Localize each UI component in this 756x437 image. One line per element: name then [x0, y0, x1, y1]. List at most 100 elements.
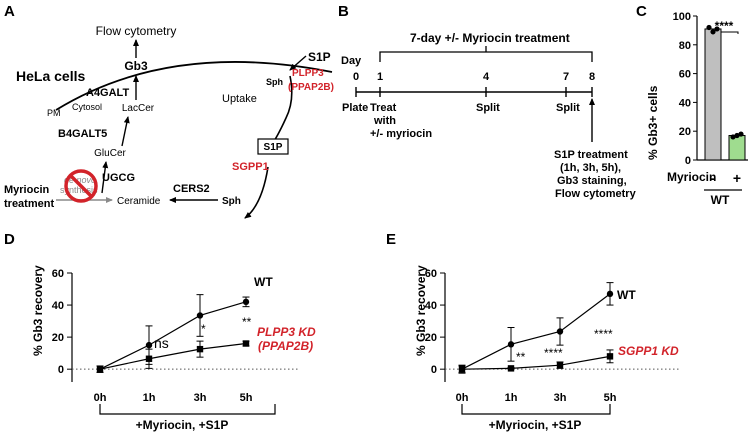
note-line-3: Gb3 staining, — [557, 175, 627, 187]
prohibited-icon — [64, 169, 98, 203]
d-xbracket — [99, 404, 276, 415]
treat-label-3: +/- myriocin — [370, 128, 432, 140]
d-series-kd-label: PLPP3 KD — [257, 325, 316, 339]
c-category-label: - — [711, 170, 716, 186]
data-point-square — [196, 345, 204, 353]
split-label-1: Split — [476, 102, 500, 114]
panel-a-diagram: Flow cytometry HeLa cells Gb3 A4GALT Lac… — [4, 24, 334, 219]
e-annotation-3: **** — [594, 327, 613, 341]
ugcg-label: UGCG — [102, 172, 135, 184]
c-ytick-label: 20 — [679, 126, 691, 138]
data-point-circle — [556, 328, 564, 335]
panel-label-d: D — [4, 231, 15, 248]
xtick-label: 1h — [505, 392, 518, 404]
xtick-label: 5h — [604, 392, 617, 404]
series-line — [99, 301, 247, 370]
series-line — [461, 355, 611, 370]
e-xbracket — [461, 404, 611, 415]
data-point-circle — [507, 341, 515, 348]
s1p-box-label: S1P — [264, 142, 283, 153]
sph-bottom-label: Sph — [222, 196, 241, 207]
arrow-ceramide-glucer — [101, 161, 109, 194]
data-point-square — [145, 355, 153, 362]
data-point-circle — [196, 312, 204, 319]
data-point-circle — [606, 290, 614, 298]
xtick-label: 0h — [94, 392, 107, 404]
series-line — [99, 342, 247, 370]
ytick-label: 60 — [52, 268, 64, 280]
split-label-2: Split — [556, 102, 580, 114]
e-annotation-1: ** — [516, 350, 526, 364]
e-series-wt-label: WT — [617, 288, 636, 302]
note-line-2: (1h, 3h, 5h), — [560, 162, 621, 174]
panel-d-line-chart: % Gb3 recovery +Myriocin, +S1P WT PLPP3 … — [31, 265, 316, 432]
c-point — [710, 29, 716, 35]
c-point — [738, 131, 744, 137]
ytick-label: 20 — [52, 332, 64, 344]
c-ylabel: % Gb3+ cells — [646, 85, 660, 160]
c-ytick-label: 100 — [673, 11, 691, 23]
treatment-bracket — [379, 51, 593, 62]
arrow-s1p-sph — [289, 55, 307, 71]
sgpp1-label: SGPP1 — [232, 161, 269, 173]
ceramide-label: Ceramide — [117, 196, 161, 207]
timeline-tick-label: 4 — [483, 71, 490, 83]
d-annotation-ns: ns — [154, 335, 169, 351]
timeline-title: 7-day +/- Myriocin treatment — [410, 31, 570, 45]
note-line-4: Flow cytometry — [555, 188, 637, 200]
laccer-label: LacCer — [122, 103, 155, 114]
d-annotation-star: * — [201, 322, 206, 336]
data-point-circle — [145, 341, 153, 349]
c-point — [734, 132, 740, 139]
data-point-square — [606, 353, 614, 360]
panel-label-a: A — [4, 3, 15, 20]
xtick-label: 0h — [456, 392, 469, 404]
e-xlabel: +Myriocin, +S1P — [489, 418, 582, 432]
ytick-label: 20 — [425, 332, 437, 344]
c-group-label: WT — [711, 193, 730, 207]
myriocin-label: Myriocin — [4, 184, 50, 196]
xtick-label: 3h — [554, 392, 567, 404]
panel-label-b: B — [338, 3, 349, 20]
c-ytick-label: 60 — [679, 69, 691, 81]
c-category-label: + — [733, 170, 741, 186]
s1p-box — [257, 138, 289, 155]
plpp3-label: PLPP3 — [292, 68, 324, 79]
series-line — [461, 293, 611, 370]
b4galt5-label: B4GALT5 — [58, 128, 107, 140]
data-point-square — [458, 365, 466, 373]
xtick-label: 3h — [194, 392, 207, 404]
c-bar — [704, 28, 722, 161]
ppap2b-label: (PPAP2B) — [288, 82, 334, 93]
a4galt-label: A4GALT — [86, 87, 129, 99]
data-point-square — [507, 365, 515, 372]
c-point — [730, 134, 736, 140]
c-ytick-label: 40 — [679, 97, 691, 109]
d-annotation-double-star: ** — [242, 315, 252, 329]
flow-cytometry-label: Flow cytometry — [96, 24, 177, 38]
c-bar — [728, 135, 746, 161]
s1p-top-label: S1P — [308, 50, 331, 64]
panel-c-bar-chart: % Gb3+ cells Myriocin WT **** 0204060801… — [646, 11, 748, 207]
d-xlabel: +Myriocin, +S1P — [136, 418, 229, 432]
arrow-glucer-laccer — [121, 116, 130, 147]
sgpp1-arrow — [244, 166, 269, 219]
note-line-1: S1P treatment — [554, 149, 628, 161]
treat-label-1: Treat — [370, 102, 397, 114]
e-series-kd-label: SGPP1 KD — [618, 344, 679, 358]
pm-label: PM — [47, 108, 61, 118]
timeline-tick-label: 8 — [589, 71, 595, 83]
glucer-label: GluCer — [94, 148, 126, 159]
plate-label: Plate — [342, 102, 368, 114]
data-point-square — [96, 365, 104, 373]
cers2-label: CERS2 — [173, 183, 210, 195]
xtick-label: 1h — [143, 392, 156, 404]
data-point-circle — [242, 298, 250, 306]
sph-top-label: Sph — [266, 77, 283, 87]
treat-label-2: with — [373, 115, 396, 127]
timeline-tick-label: 0 — [353, 71, 359, 83]
c-point — [706, 24, 712, 31]
d-ylabel: % Gb3 recovery — [31, 265, 45, 356]
e-annotation-2: **** — [544, 346, 563, 360]
